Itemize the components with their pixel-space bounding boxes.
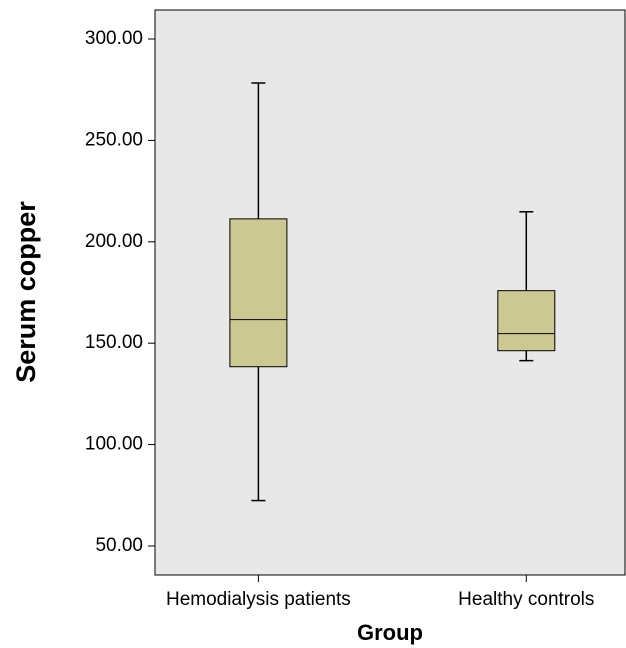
y-tick-label: 150.00 bbox=[85, 332, 143, 353]
x-axis-label: Group bbox=[357, 620, 423, 645]
y-tick-label: 50.00 bbox=[95, 535, 143, 556]
box bbox=[497, 290, 556, 352]
y-tick-label: 200.00 bbox=[85, 231, 143, 252]
y-axis-label: Serum copper bbox=[11, 201, 41, 383]
y-tick-label: 100.00 bbox=[85, 434, 143, 455]
y-tick-label: 250.00 bbox=[85, 129, 143, 150]
y-tick-label: 300.00 bbox=[85, 28, 143, 49]
x-tick-label: Healthy controls bbox=[458, 589, 594, 610]
box bbox=[229, 218, 288, 368]
x-tick-label: Hemodialysis patients bbox=[166, 589, 351, 610]
